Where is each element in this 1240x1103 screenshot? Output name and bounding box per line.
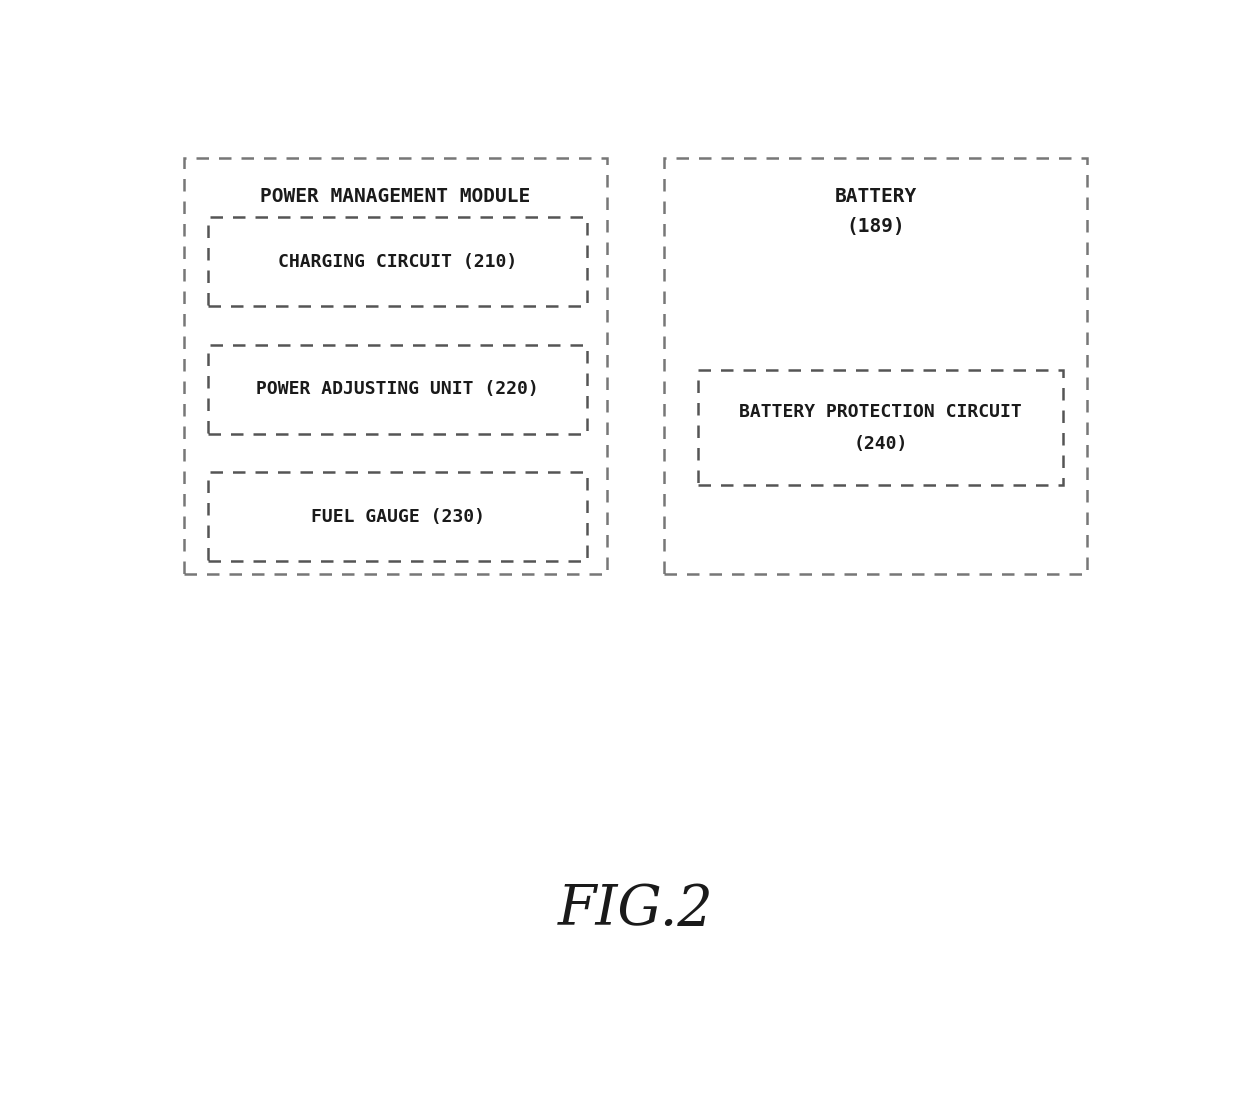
Text: (189): (189)	[847, 216, 905, 236]
FancyBboxPatch shape	[184, 158, 606, 574]
Text: (240): (240)	[853, 436, 908, 453]
Text: FIG.2: FIG.2	[558, 882, 713, 936]
FancyBboxPatch shape	[698, 371, 1063, 485]
Text: CHARGING CIRCUIT (210): CHARGING CIRCUIT (210)	[278, 253, 517, 271]
Text: (188): (188)	[366, 216, 424, 236]
Text: BATTERY: BATTERY	[835, 188, 916, 206]
Text: POWER ADJUSTING UNIT (220): POWER ADJUSTING UNIT (220)	[257, 381, 539, 398]
Text: BATTERY PROTECTION CIRCUIT: BATTERY PROTECTION CIRCUIT	[739, 404, 1022, 421]
FancyBboxPatch shape	[208, 472, 588, 561]
FancyBboxPatch shape	[665, 158, 1087, 574]
Text: POWER MANAGEMENT MODULE: POWER MANAGEMENT MODULE	[260, 188, 531, 206]
FancyBboxPatch shape	[208, 344, 588, 433]
Text: FUEL GAUGE (230): FUEL GAUGE (230)	[311, 507, 485, 526]
FancyBboxPatch shape	[208, 217, 588, 307]
